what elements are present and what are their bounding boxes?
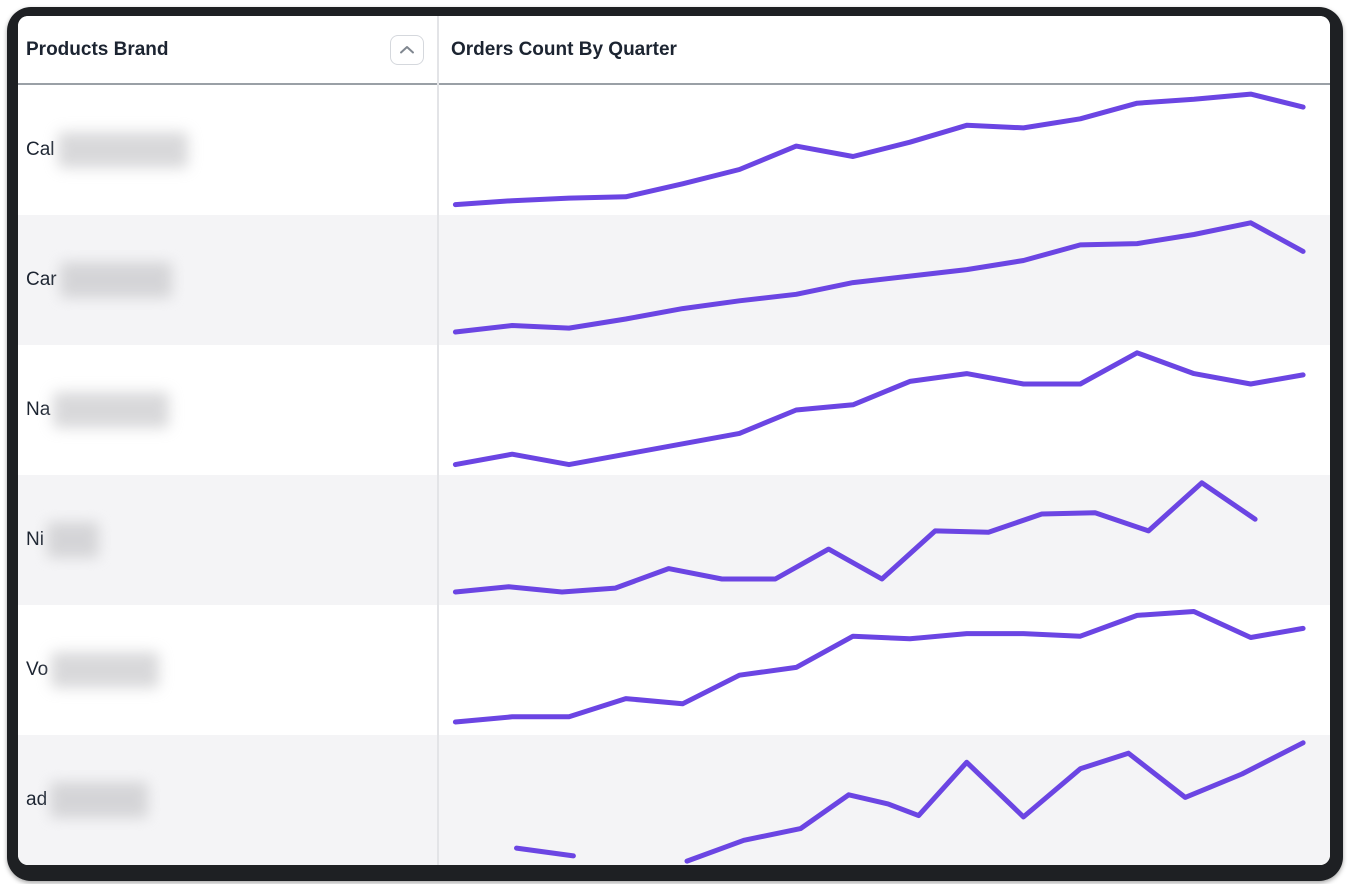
- chevron-up-icon: [400, 46, 414, 54]
- orders-sparkline: [452, 91, 1306, 208]
- table-row: ad: [18, 735, 1330, 865]
- table-row: Car: [18, 215, 1330, 345]
- brand-label: Cal: [26, 139, 55, 160]
- brand-cell: Cal: [18, 85, 438, 215]
- sparkline-cell: [438, 345, 1330, 475]
- orders-sparkline: [452, 220, 1306, 335]
- table-header: Products Brand Orders Count By Quarter: [18, 16, 1330, 85]
- table-row: Na: [18, 345, 1330, 475]
- sparkline-cell: [438, 605, 1330, 735]
- redacted-brand-blur: [57, 132, 188, 168]
- brand-label: Na: [26, 399, 51, 420]
- brand-label: ad: [26, 789, 48, 810]
- column-header-orders-count: Orders Count By Quarter: [438, 16, 1330, 83]
- sparkline-cell: [438, 475, 1330, 605]
- brand-label: Ni: [26, 529, 44, 550]
- brand-cell: ad: [18, 735, 438, 865]
- table-row: Vo: [18, 605, 1330, 735]
- sparkline-cell: [438, 85, 1330, 215]
- sparkline-cell: [438, 215, 1330, 345]
- table-card: Products Brand Orders Count By Quarter C…: [18, 16, 1330, 865]
- sort-button[interactable]: [390, 34, 424, 65]
- table-row: Cal: [18, 85, 1330, 215]
- orders-sparkline: [514, 740, 1306, 864]
- brand-cell: Ni: [18, 475, 438, 605]
- orders-sparkline: [452, 609, 1306, 725]
- orders-sparkline: [452, 480, 1258, 595]
- brand-cell: Vo: [18, 605, 438, 735]
- window-frame: Products Brand Orders Count By Quarter C…: [7, 7, 1343, 881]
- redacted-brand-blur: [59, 262, 172, 298]
- redacted-brand-blur: [46, 522, 99, 558]
- column-header-products-brand: Products Brand: [18, 16, 438, 83]
- brand-cell: Car: [18, 215, 438, 345]
- orders-count-header-label: Orders Count By Quarter: [451, 38, 677, 60]
- redacted-brand-blur: [53, 392, 170, 428]
- sparkline-cell: [438, 735, 1330, 865]
- brand-label: Car: [26, 269, 57, 290]
- brand-label: Vo: [26, 659, 49, 680]
- redacted-brand-blur: [50, 782, 149, 818]
- redacted-brand-blur: [51, 652, 160, 688]
- brand-cell: Na: [18, 345, 438, 475]
- table-row: Ni: [18, 475, 1330, 605]
- orders-sparkline: [452, 350, 1306, 468]
- products-brand-header-label: Products Brand: [26, 38, 169, 60]
- table-body: Cal Car Na Ni: [18, 85, 1330, 865]
